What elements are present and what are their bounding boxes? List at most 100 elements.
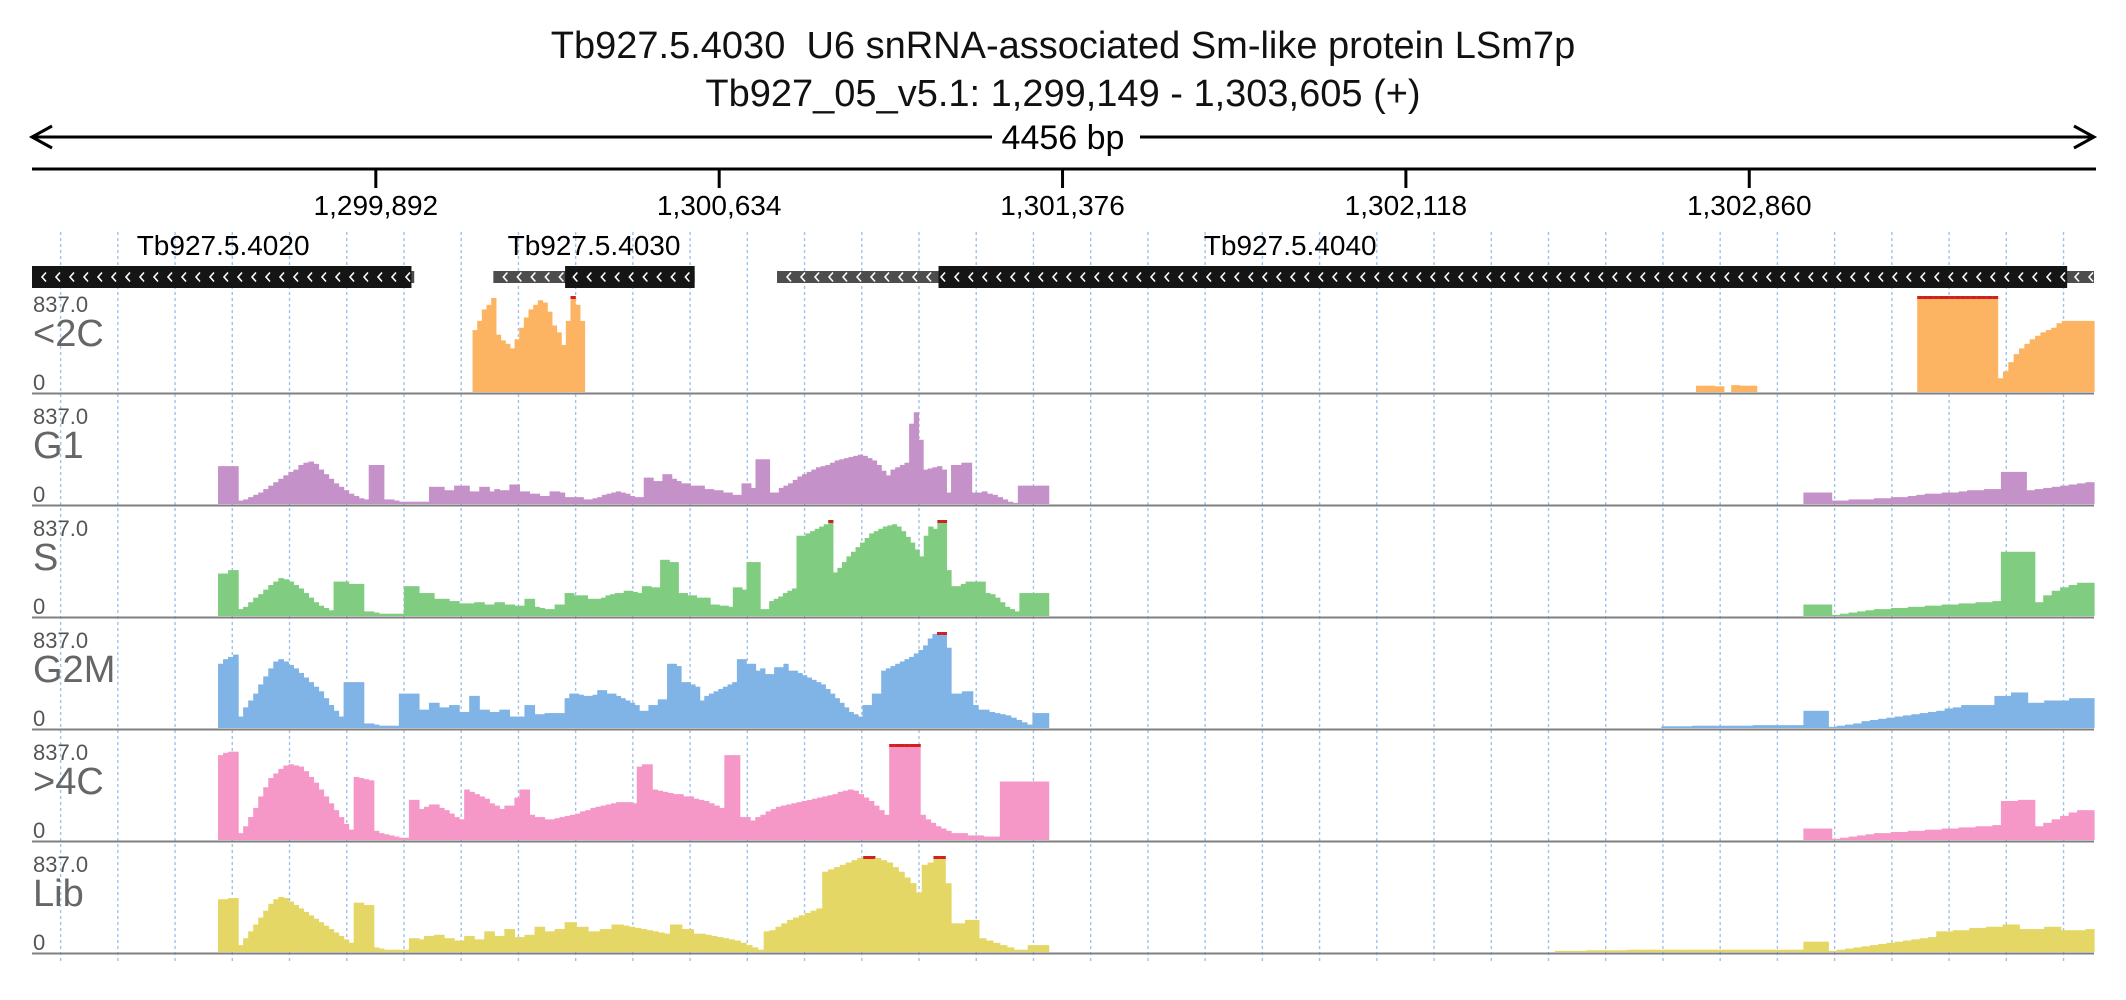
coverage-bar [1022, 485, 1029, 504]
coverage-bar [1606, 950, 1618, 952]
coverage-bar [681, 929, 689, 952]
coverage-bar [860, 542, 866, 616]
coverage-bar [464, 485, 470, 504]
coverage-bar [2060, 587, 2070, 616]
coverage-bar [667, 474, 673, 504]
coverage-bar [746, 945, 753, 952]
coverage-bar [1739, 385, 1749, 392]
coverage-bar [941, 469, 947, 504]
coverage-bar [509, 484, 515, 504]
coverage-bar [1890, 831, 1900, 840]
coverage-bar [610, 803, 617, 840]
coverage-bar [751, 947, 759, 952]
coverage-bar [616, 802, 622, 840]
coverage-bar [898, 871, 905, 952]
coverage-bar [951, 586, 957, 616]
coverage-bar [820, 466, 826, 504]
coverage-bar [228, 898, 234, 952]
strand-arrow [1961, 271, 1968, 283]
coverage-bar [923, 645, 929, 728]
coverage-track: 837.0>4C 0 [32, 740, 2095, 843]
coverage-bar [746, 562, 752, 616]
coverage-bar [1983, 826, 1994, 840]
coverage-bar [791, 588, 798, 616]
coverage-bar [605, 804, 612, 840]
coverage-bar [228, 656, 234, 728]
coverage-bar [939, 856, 946, 952]
strand-arrow [1849, 271, 1856, 283]
coverage-bar [2017, 551, 2027, 616]
coverage-bar [559, 492, 566, 504]
coverage-bar [994, 713, 1001, 728]
strand-arrow [348, 271, 355, 283]
coverage-bar [233, 654, 239, 728]
coverage-bar [418, 939, 425, 952]
coverage-bar [639, 710, 645, 728]
coverage-bar [1828, 726, 1838, 728]
coverage-bar [469, 695, 475, 728]
coverage-bar [992, 494, 998, 504]
coverage-bar [734, 755, 741, 840]
coverage-bar [573, 497, 580, 504]
coverage-bar [1857, 611, 1867, 616]
coverage-bar [881, 670, 887, 728]
coverage-bar [1820, 941, 1829, 952]
coverage-bar [1840, 837, 1850, 840]
coverage-bar [313, 918, 320, 952]
coverage-bar [243, 499, 249, 504]
coverage-bar [964, 919, 973, 952]
strand-arrow [544, 271, 550, 283]
coverage-bar [1681, 726, 1693, 728]
coverage-bar [671, 478, 677, 504]
coverage-bar [218, 466, 224, 504]
coverage-bar [967, 835, 985, 840]
coverage-bar [263, 489, 269, 504]
coverage-bar [805, 533, 811, 616]
coverage-bar [662, 791, 669, 840]
coverage-bar [670, 924, 677, 952]
coverage-bar [765, 811, 772, 840]
coverage-bar [278, 578, 284, 616]
coverage-bar [2017, 799, 2027, 840]
coverage-bar [2056, 323, 2063, 392]
coverage-bar [481, 309, 488, 392]
coverage-bar [2044, 700, 2054, 728]
strand-arrow [1429, 271, 1436, 283]
coverage-bar [408, 693, 415, 728]
coverage-bar [363, 499, 370, 504]
coverage-bar [600, 805, 607, 840]
coverage-bar [676, 481, 682, 504]
strand-arrow [841, 271, 848, 283]
coverage-bar [1907, 606, 1917, 616]
coverage-bar [223, 899, 229, 952]
coverage-bar [313, 463, 320, 504]
coverage-bar [1772, 949, 1784, 952]
coverage-bar [479, 796, 485, 840]
coverage-bar [459, 485, 465, 504]
coverage-bar [474, 695, 480, 728]
coverage-bar [459, 711, 465, 728]
coverage-bar [358, 583, 365, 616]
coverage-bar [1924, 605, 1934, 616]
y-min-label: 0 [33, 706, 45, 731]
coverage-bar [313, 686, 320, 728]
strand-arrow [530, 271, 536, 283]
coverage-bar [781, 923, 788, 952]
coverage-bar [1021, 722, 1028, 728]
coverage-bar [223, 573, 229, 616]
coverage-bar [283, 898, 289, 952]
coverage-bar [719, 807, 725, 840]
coverage-bar [575, 304, 581, 392]
coverage-bar [1027, 945, 1036, 952]
coverage-bar [348, 682, 355, 728]
coverage-bar [444, 598, 450, 616]
coverage-bar [556, 332, 562, 392]
coverage-bar [755, 670, 761, 728]
coverage-bar [373, 724, 380, 728]
coverage-bar [975, 581, 981, 616]
coverage-bar [918, 650, 924, 728]
coverage-bar [788, 483, 794, 504]
coverage-bar [579, 320, 586, 392]
coverage-bar [499, 490, 505, 504]
coverage-bar [763, 931, 771, 952]
